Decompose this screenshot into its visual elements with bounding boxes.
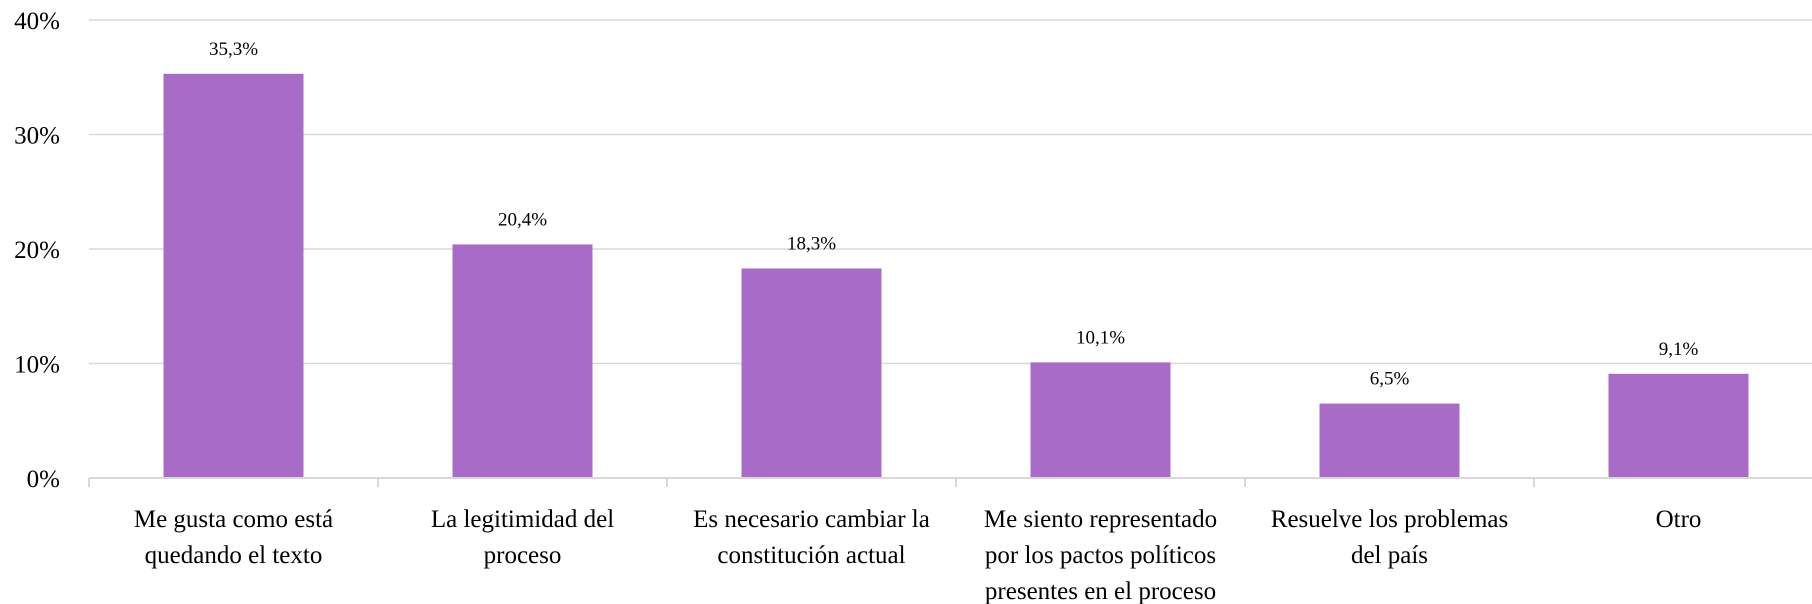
data-label: 6,5% (1370, 369, 1410, 390)
y-tick-label: 20% (14, 237, 60, 264)
x-tick-label-line: constitución actual (717, 542, 905, 569)
x-tick-label-line: quedando el texto (145, 542, 323, 569)
x-tick-label-line: Otro (1656, 506, 1702, 533)
data-label: 35,3% (209, 39, 258, 60)
bar (1030, 362, 1171, 478)
x-tick-label: Es necesario cambiar la constitución actu… (693, 506, 930, 569)
x-tick-label: La legitimidad del proceso (431, 506, 614, 569)
data-label: 10,1% (1076, 327, 1125, 348)
y-tick-label: 30% (14, 123, 60, 150)
data-label: 9,1% (1659, 339, 1699, 360)
x-tick-label-line: Resuelve los problemas (1271, 506, 1508, 533)
x-tick-label: Resuelve los problemas del país (1271, 506, 1508, 569)
bar (163, 73, 304, 478)
data-labels: 35,3% 20,4% 18,3% 10,1% 6,5% 9,1% (209, 39, 1699, 390)
y-tick-label: 40% (14, 8, 60, 35)
x-tick-label-line: Me gusta como está (134, 506, 333, 533)
bar (1608, 373, 1749, 478)
bar (452, 244, 593, 478)
y-axis-ticks: 0% 10% 20% 30% 40% (14, 8, 60, 493)
bar (1319, 403, 1460, 478)
x-tick-label: Me gusta como está quedando el texto (134, 506, 333, 569)
x-tick-label-line: proceso (484, 542, 562, 569)
bars (163, 73, 1749, 478)
x-axis (88, 477, 1812, 487)
x-tick-label-line: del país (1351, 542, 1428, 569)
gridlines (89, 19, 1812, 365)
x-tick-label-line: presentes en el proceso (985, 578, 1216, 604)
x-tick-label-line: por los pactos políticos (985, 542, 1216, 569)
bar (741, 268, 882, 478)
y-tick-label: 0% (27, 466, 60, 493)
x-tick-label-line: La legitimidad del (431, 506, 614, 533)
x-tick-label: Me siento representado por los pactos pol… (984, 506, 1217, 604)
x-tick-label: Otro (1656, 506, 1702, 533)
x-axis-ticks: Me gusta como está quedando el texto La le… (134, 506, 1702, 604)
x-tick-label-line: Es necesario cambiar la (693, 506, 930, 533)
data-label: 18,3% (787, 233, 836, 254)
x-tick-label-line: Me siento representado (984, 506, 1217, 533)
y-tick-label: 10% (14, 352, 60, 379)
data-label: 20,4% (498, 209, 547, 230)
